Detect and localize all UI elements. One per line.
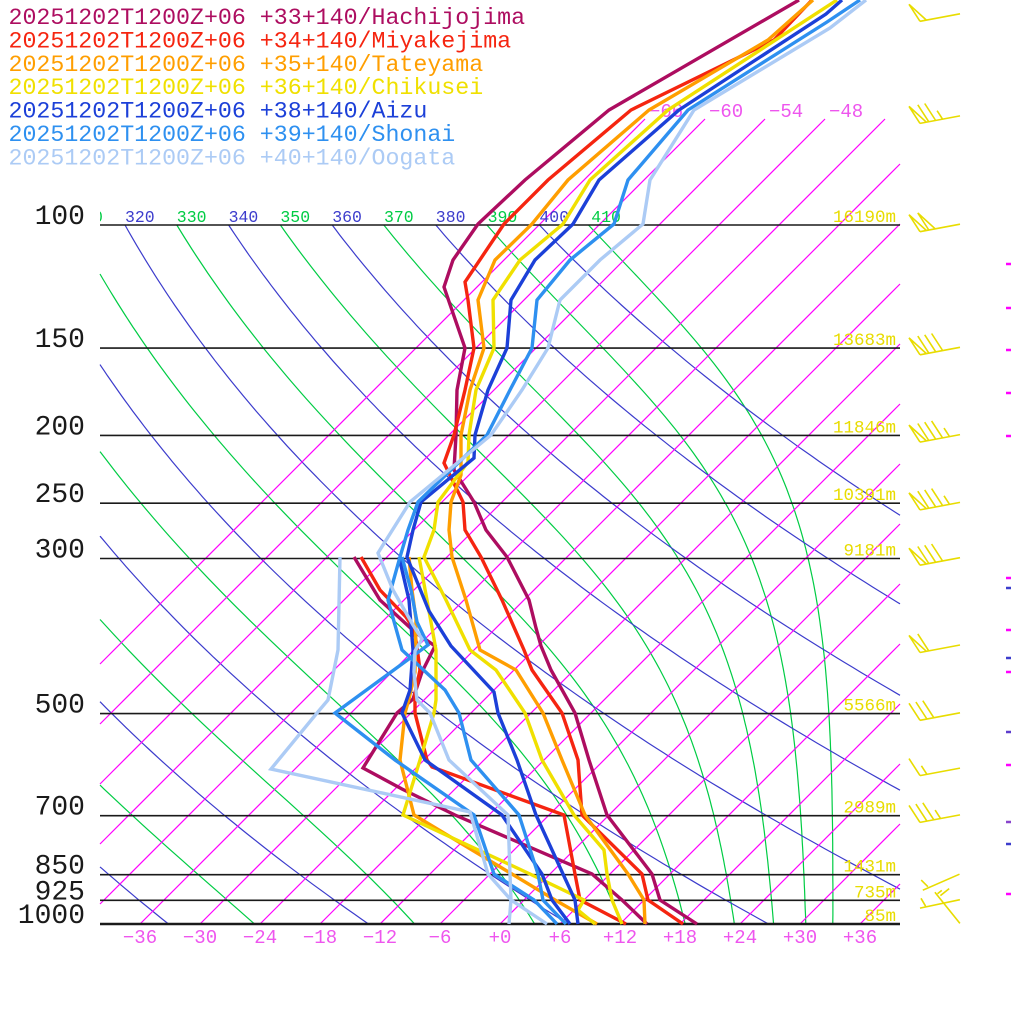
svg-text:10391m: 10391m bbox=[833, 486, 896, 506]
svg-text:340: 340 bbox=[229, 208, 259, 227]
svg-text:1000: 1000 bbox=[18, 901, 85, 932]
svg-text:−48: −48 bbox=[829, 101, 863, 123]
svg-text:20251202T1200Z+06 +38+140/Aizu: 20251202T1200Z+06 +38+140/Aizu bbox=[9, 99, 428, 125]
svg-text:20251202T1200Z+06 +36+140/Chik: 20251202T1200Z+06 +36+140/Chikusei bbox=[9, 75, 484, 101]
svg-text:−54: −54 bbox=[769, 101, 803, 123]
svg-text:+18: +18 bbox=[663, 927, 697, 949]
svg-text:735m: 735m bbox=[854, 883, 896, 903]
svg-text:−36: −36 bbox=[123, 927, 157, 949]
svg-text:+12: +12 bbox=[603, 927, 637, 949]
svg-text:500: 500 bbox=[35, 691, 85, 722]
svg-text:100: 100 bbox=[35, 202, 85, 233]
svg-text:20251202T1200Z+06 +40+140/Ooga: 20251202T1200Z+06 +40+140/Oogata bbox=[9, 145, 456, 171]
svg-text:150: 150 bbox=[35, 325, 85, 356]
svg-text:320: 320 bbox=[125, 208, 155, 227]
svg-text:1431m: 1431m bbox=[843, 858, 896, 878]
svg-text:−18: −18 bbox=[303, 927, 337, 949]
svg-text:20251202T1200Z+06 +39+140/Shon: 20251202T1200Z+06 +39+140/Shonai bbox=[9, 122, 456, 148]
svg-text:+36: +36 bbox=[843, 927, 877, 949]
svg-text:5566m: 5566m bbox=[843, 697, 896, 717]
svg-text:11846m: 11846m bbox=[833, 418, 896, 438]
svg-text:20251202T1200Z+06 +35+140/Tate: 20251202T1200Z+06 +35+140/Tateyama bbox=[9, 52, 484, 78]
svg-text:370: 370 bbox=[384, 208, 414, 227]
svg-text:+0: +0 bbox=[489, 927, 512, 949]
svg-text:250: 250 bbox=[35, 480, 85, 511]
svg-text:390: 390 bbox=[488, 208, 518, 227]
svg-text:925: 925 bbox=[35, 877, 85, 908]
svg-text:−6: −6 bbox=[429, 927, 452, 949]
svg-text:2989m: 2989m bbox=[843, 799, 896, 819]
svg-text:20251202T1200Z+06 +34+140/Miya: 20251202T1200Z+06 +34+140/Miyakejima bbox=[9, 28, 512, 54]
svg-text:380: 380 bbox=[436, 208, 466, 227]
svg-text:350: 350 bbox=[280, 208, 310, 227]
svg-text:−30: −30 bbox=[183, 927, 217, 949]
svg-text:20251202T1200Z+06 +33+140/Hach: 20251202T1200Z+06 +33+140/Hachijojima bbox=[9, 5, 526, 31]
svg-text:300: 300 bbox=[35, 536, 85, 567]
svg-text:400: 400 bbox=[539, 208, 569, 227]
svg-text:200: 200 bbox=[35, 412, 85, 443]
svg-text:+30: +30 bbox=[783, 927, 817, 949]
svg-text:−24: −24 bbox=[243, 927, 277, 949]
svg-text:+24: +24 bbox=[723, 927, 757, 949]
svg-text:330: 330 bbox=[177, 208, 207, 227]
svg-text:−60: −60 bbox=[709, 101, 743, 123]
svg-text:700: 700 bbox=[35, 793, 85, 824]
svg-text:850: 850 bbox=[35, 852, 85, 883]
svg-text:9181m: 9181m bbox=[843, 542, 896, 562]
svg-text:+6: +6 bbox=[549, 927, 572, 949]
svg-text:16190m: 16190m bbox=[833, 208, 896, 228]
svg-text:−12: −12 bbox=[363, 927, 397, 949]
svg-text:310: 310 bbox=[73, 208, 103, 227]
svg-text:13683m: 13683m bbox=[833, 331, 896, 351]
svg-text:360: 360 bbox=[332, 208, 362, 227]
svg-text:85m: 85m bbox=[864, 907, 896, 927]
